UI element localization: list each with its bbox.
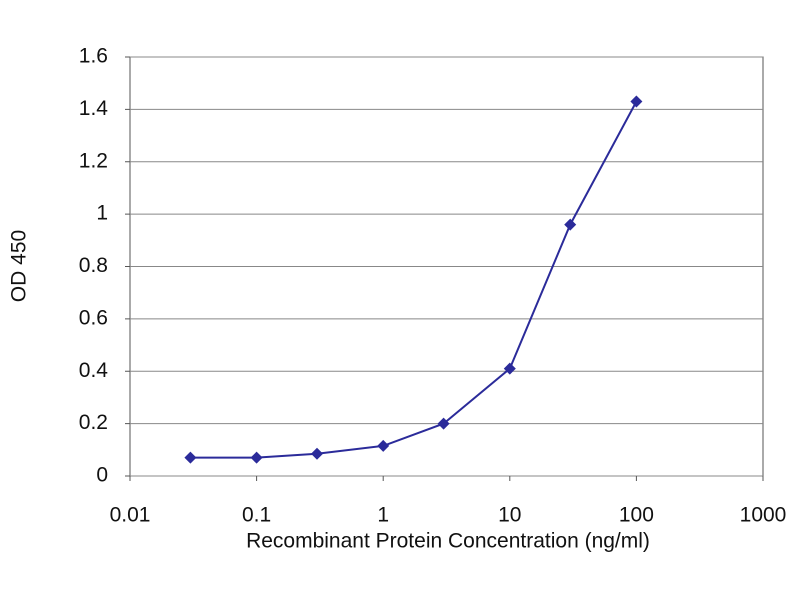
y-tick-label: 0.6 bbox=[79, 306, 108, 329]
data-point bbox=[437, 417, 450, 430]
y-tick-label: 1.2 bbox=[79, 149, 108, 172]
x-tick-label: 1000 bbox=[740, 504, 787, 527]
data-point bbox=[250, 451, 263, 464]
data-point bbox=[377, 439, 390, 452]
x-tick-label: 0.1 bbox=[242, 504, 271, 527]
data-point bbox=[311, 447, 324, 460]
y-tick-label: 1.6 bbox=[79, 45, 108, 68]
data-point bbox=[630, 95, 643, 108]
x-axis-label: Recombinant Protein Concentration (ng/ml… bbox=[246, 530, 650, 553]
y-tick-label: 1.4 bbox=[79, 97, 109, 120]
y-tick-label: 0.2 bbox=[79, 411, 108, 434]
y-axis-label: OD 450 bbox=[8, 230, 31, 302]
x-tick-label: 100 bbox=[619, 504, 654, 527]
data-point bbox=[184, 451, 197, 464]
y-tick-label: 0 bbox=[96, 464, 108, 487]
data-point bbox=[503, 362, 516, 375]
y-tick-label: 0.4 bbox=[79, 359, 109, 382]
x-tick-label: 1 bbox=[377, 504, 389, 527]
x-tick-label: 0.01 bbox=[110, 504, 151, 527]
y-tick-label: 0.8 bbox=[79, 254, 108, 277]
data-line bbox=[190, 101, 638, 459]
x-tick-label: 10 bbox=[498, 504, 521, 527]
data-point bbox=[564, 218, 577, 231]
y-tick-label: 1 bbox=[96, 202, 108, 225]
